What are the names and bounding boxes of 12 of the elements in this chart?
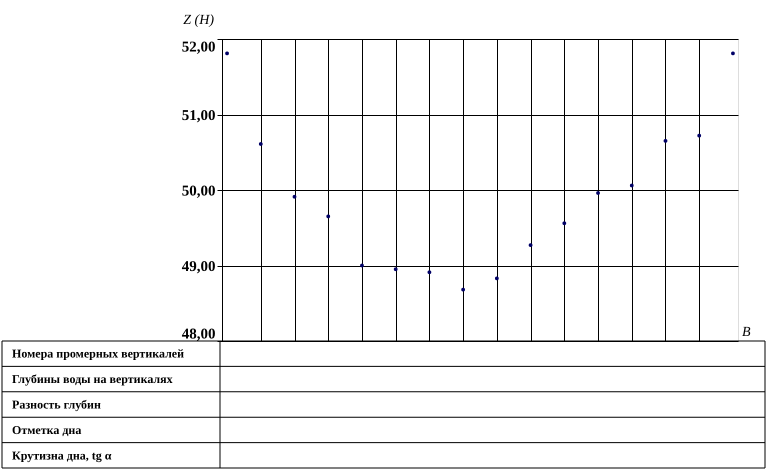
y-tick-label: 51,00	[182, 108, 216, 124]
x-axis-title: B	[742, 325, 751, 340]
text: Номера промерных вертикалей	[12, 346, 184, 361]
text: Глубины воды на вертикалях	[12, 372, 173, 386]
y-tick-label: 49,00	[182, 259, 216, 275]
y-tick-label: 52,00	[182, 40, 216, 56]
text: Отметка дна	[12, 422, 82, 437]
y-axis-title: Z (H)	[183, 13, 214, 28]
text: Крутизна дна, tg α	[12, 448, 112, 462]
y-tick-label: 50,00	[182, 184, 216, 200]
y-tick-label: 48,00	[182, 326, 216, 342]
text: Разность глубин	[12, 398, 101, 412]
